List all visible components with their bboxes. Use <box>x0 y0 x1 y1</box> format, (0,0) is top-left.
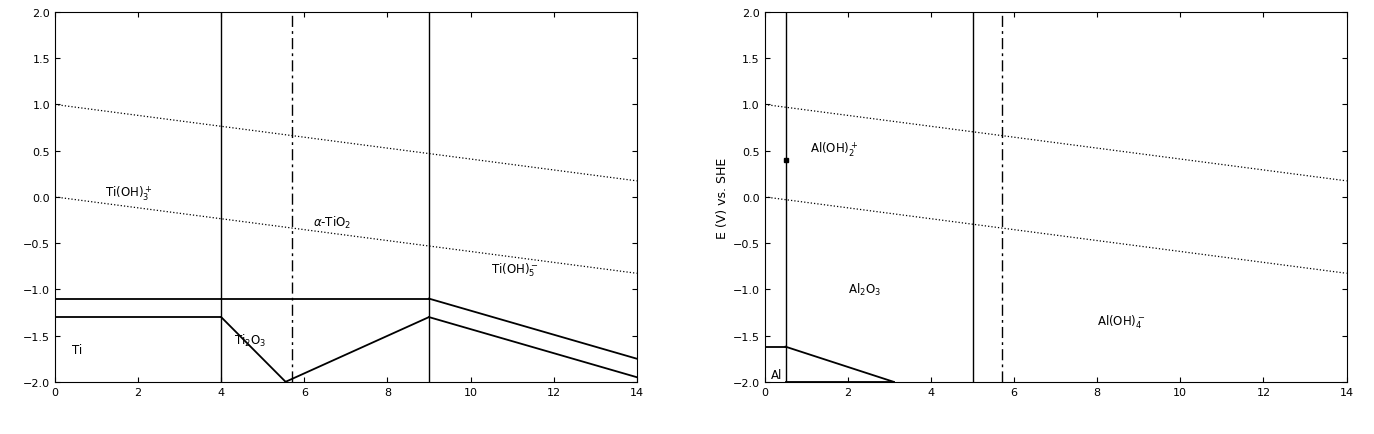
Text: Al$_2$O$_3$: Al$_2$O$_3$ <box>848 282 881 298</box>
Text: Ti: Ti <box>71 343 82 356</box>
Text: Al(OH)$_4^-$: Al(OH)$_4^-$ <box>1098 313 1146 331</box>
Y-axis label: E (V) vs. SHE: E (V) vs. SHE <box>716 157 728 238</box>
Text: Al(OH)$_2^+$: Al(OH)$_2^+$ <box>811 140 859 159</box>
Text: $\alpha$-TiO$_2$: $\alpha$-TiO$_2$ <box>313 214 350 230</box>
Text: Al: Al <box>771 368 782 381</box>
Text: Ti$_2$O$_3$: Ti$_2$O$_3$ <box>234 332 265 349</box>
Text: Ti(OH)$_5^-$: Ti(OH)$_5^-$ <box>492 261 539 278</box>
Text: Ti(OH)$_3^+$: Ti(OH)$_3^+$ <box>104 184 153 202</box>
